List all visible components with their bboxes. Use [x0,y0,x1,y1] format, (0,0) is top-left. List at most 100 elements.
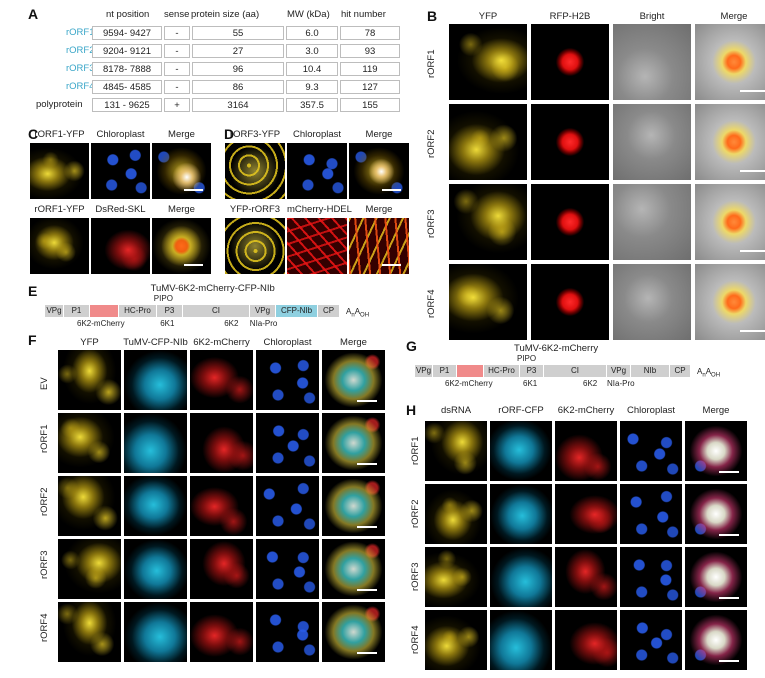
table-row-name: rORF2 [66,45,95,56]
micrograph-tile [490,421,552,481]
micrograph-tile [30,143,89,199]
scale-bar [719,471,739,473]
genome-segment [457,365,484,377]
col-header: Merge [340,337,367,348]
micrograph-tile [613,184,691,260]
row-label: rORF3 [426,209,437,239]
genome-segment: CP [670,365,691,377]
table-cell-nt: 131 - 9625 [92,98,162,112]
micrograph-tile [225,218,285,274]
col-header-nt: nt position [106,9,150,20]
table-cell-sense: + [164,98,190,112]
micrograph-tile [91,143,150,199]
micrograph-tile [225,143,285,199]
micrograph-tile [620,484,682,544]
col-header: rORF3-YFP [229,129,281,140]
genome-segment: P1 [433,365,457,377]
table-cell-hits: 127 [340,80,400,94]
micrograph-tile [287,218,347,274]
col-header: YFP [478,11,498,22]
scale-bar [357,400,377,402]
table-cell-nt: 9204- 9121 [92,44,162,58]
genome-segment: HC-Pro [484,365,520,377]
row-label: rORF4 [426,289,437,319]
micrograph-tile [531,264,609,340]
micrograph-tile [449,184,527,260]
genome-below-label: 6K1 [160,319,175,328]
micrograph-tile [685,484,747,544]
tail-sub2: OH [711,372,721,379]
row-label: rORF4 [39,613,50,643]
micrograph-tile [449,24,527,100]
col-header: dsRNA [440,405,472,416]
col-header: Chloroplast [96,129,145,140]
micrograph-tile [555,484,617,544]
tail-a: A [346,307,352,316]
micrograph-tile [322,602,385,662]
micrograph-tile [322,539,385,599]
genome-below-label: NIa-Pro [249,319,278,328]
genome-segment: P1 [64,305,90,317]
micrograph-tile [695,184,765,260]
col-header: YFP [80,337,99,348]
col-header-sense: sense [164,9,190,20]
table-cell-mw: 10.4 [286,62,338,76]
col-header: Chloroplast [292,129,342,140]
table-cell-size: 3164 [192,98,284,112]
genome-segment: CFP-NIb [276,305,318,317]
table-row-name: polyprotein [36,99,83,110]
micrograph-tile [490,610,552,670]
micrograph-tile [685,421,747,481]
col-header: 6K2-mCherry [193,337,250,348]
col-header: mCherry-HDEL [287,204,352,215]
genome-segment: HC-Pro [119,305,157,317]
genome-segment: VPg [250,305,276,317]
scale-bar [740,330,765,332]
micrograph-tile [152,143,211,199]
row-label: rORF2 [426,129,437,159]
scale-bar [357,589,377,591]
genome-segment: VPg [607,365,631,377]
col-header: Chloroplast [263,337,312,348]
genome-below-label: NIa-Pro [607,379,635,388]
scale-bar [184,189,203,191]
micrograph-tile [613,24,691,100]
col-header: 6K2-mCherry [557,405,615,416]
col-header-size: protein size (aa) [191,9,260,20]
micrograph-tile [685,610,747,670]
scale-bar [184,264,203,266]
table-cell-sense: - [164,26,190,40]
poly-a-tail: AnAOH [346,307,369,319]
scale-bar [357,652,377,654]
table-row-name: rORF4 [66,81,95,92]
col-header: rORF1-YFP [34,129,85,140]
tail-a2: A [705,367,712,376]
col-header: TuMV-CFP-NIb [123,337,188,348]
micrograph-tile [449,104,527,180]
panel-label-e: E [28,283,38,299]
micrograph-tile [555,421,617,481]
scale-bar [382,189,401,191]
micrograph-tile [555,610,617,670]
row-label: rORF2 [39,487,50,517]
micrograph-tile [30,218,89,274]
panel-label-b: B [427,8,438,24]
micrograph-tile [613,104,691,180]
panel-label-h: H [406,402,417,418]
table-cell-sense: - [164,44,190,58]
pipo-label: PIPO [153,294,173,303]
scale-bar [357,463,377,465]
col-header-hits: hit number [341,9,386,20]
col-header: Merge [365,129,393,140]
genome-segment: CP [318,305,340,317]
micrograph-tile [425,610,487,670]
scale-bar [719,534,739,536]
micrograph-tile [58,350,121,410]
table-cell-hits: 93 [340,44,400,58]
micrograph-tile [256,476,319,536]
poly-a-tail: AnAOH [697,367,720,379]
col-header: Merge [168,129,195,140]
row-label: rORF1 [410,436,421,466]
micrograph-tile [152,218,211,274]
micrograph-tile [190,602,253,662]
